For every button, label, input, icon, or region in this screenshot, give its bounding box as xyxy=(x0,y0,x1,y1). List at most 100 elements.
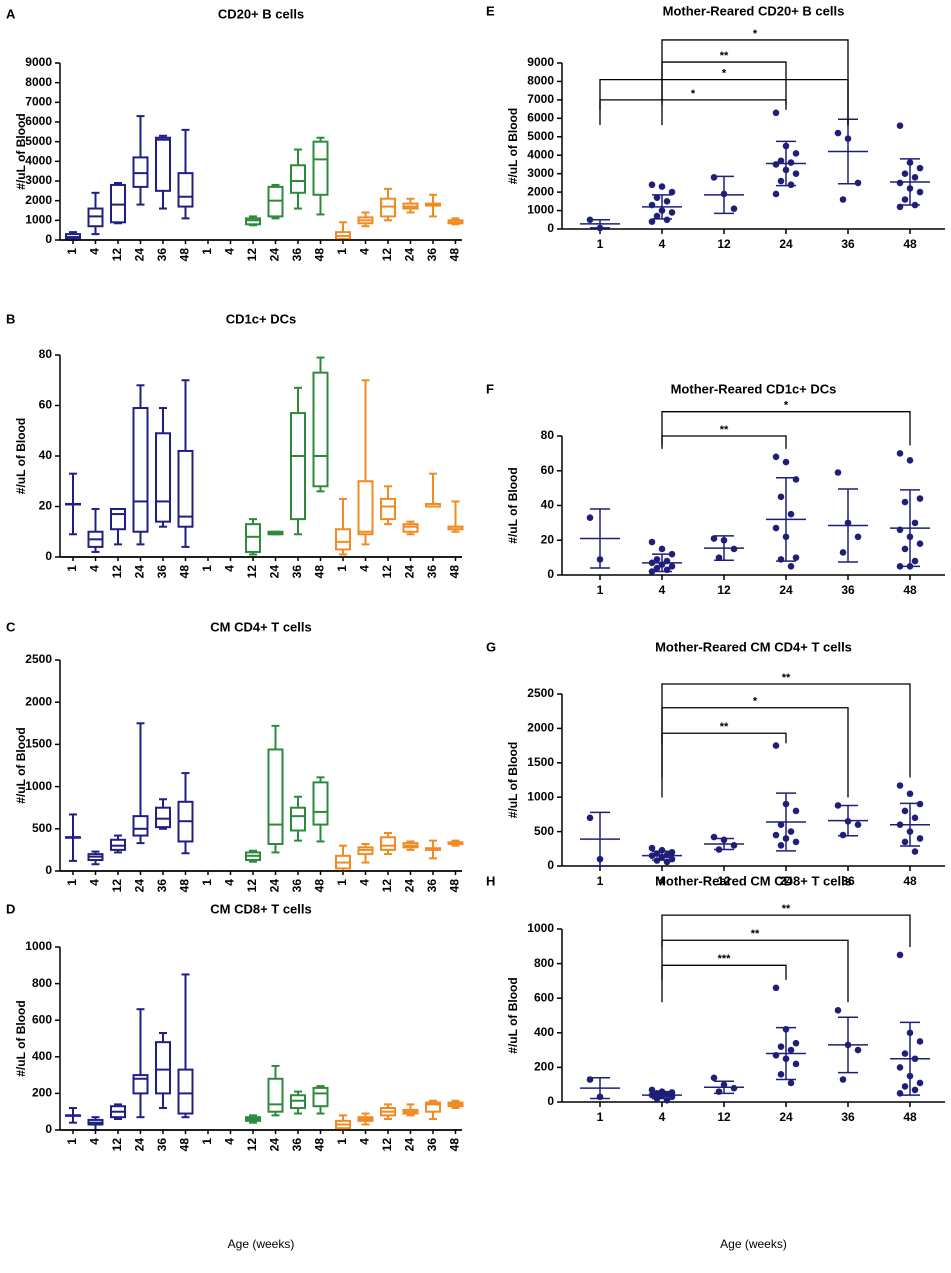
y-tick-label: 9000 xyxy=(25,55,52,69)
data-point xyxy=(787,159,795,166)
y-tick-label: 1500 xyxy=(25,737,52,751)
y-tick-label: 6000 xyxy=(527,111,554,125)
box xyxy=(312,1086,329,1108)
significance-bracket xyxy=(661,964,787,980)
data-point xyxy=(854,179,862,187)
y-tick-label: 500 xyxy=(32,821,52,835)
x-tick-label: 24 xyxy=(403,248,417,262)
data-point xyxy=(772,161,780,168)
data-point xyxy=(710,174,718,181)
data-point xyxy=(901,196,909,203)
chart-title: Mother-Reared CD20+ B cells xyxy=(663,3,845,18)
y-tick-label: 3000 xyxy=(25,173,52,187)
box xyxy=(312,140,329,196)
y-tick-label: 3000 xyxy=(527,166,554,180)
box xyxy=(132,815,149,837)
x-tick-label: 12 xyxy=(717,874,731,888)
significance-label: * xyxy=(691,88,696,100)
data-point xyxy=(730,205,738,213)
significance-label: ** xyxy=(720,424,729,436)
x-tick-label: 4 xyxy=(88,1138,102,1145)
data-point xyxy=(792,1060,800,1068)
data-point xyxy=(901,1083,909,1090)
x-axis-label: Age (weeks) xyxy=(720,1237,787,1251)
data-point xyxy=(648,538,656,546)
x-tick-label: 4 xyxy=(659,237,666,251)
y-tick-label: 1000 xyxy=(527,921,554,935)
x-tick-label: 24 xyxy=(779,237,793,251)
x-tick-label: 48 xyxy=(178,879,192,893)
data-point xyxy=(906,457,914,464)
data-point xyxy=(911,557,919,565)
y-tick-label: 2000 xyxy=(527,721,554,735)
x-tick-label: 24 xyxy=(268,565,282,579)
y-axis-label: #/uL of Blood xyxy=(14,727,28,803)
box xyxy=(245,523,261,553)
data-point xyxy=(896,782,904,789)
box xyxy=(155,806,171,829)
x-tick-label: 1 xyxy=(65,248,79,255)
data-point xyxy=(658,183,666,190)
y-tick-label: 20 xyxy=(39,499,53,513)
data-point xyxy=(854,1046,862,1054)
data-point xyxy=(730,1084,738,1092)
x-tick-label: 1 xyxy=(597,237,604,251)
box xyxy=(402,523,419,533)
data-point xyxy=(730,842,738,849)
x-tick-label: 4 xyxy=(358,879,372,886)
data-point xyxy=(787,510,795,518)
x-tick-label: 48 xyxy=(313,248,327,262)
x-tick-label: 4 xyxy=(358,565,372,572)
x-tick-label: 1 xyxy=(200,879,214,886)
x-tick-label: 1 xyxy=(597,874,604,888)
data-point xyxy=(854,821,862,829)
x-tick-label: 4 xyxy=(659,1110,666,1124)
data-point xyxy=(906,790,914,798)
y-tick-label: 40 xyxy=(39,448,53,462)
y-tick-label: 9000 xyxy=(527,55,554,69)
box xyxy=(155,432,171,523)
y-tick-label: 0 xyxy=(45,1122,52,1136)
y-tick-label: 400 xyxy=(534,1025,554,1039)
y-tick-label: 80 xyxy=(541,428,555,442)
y-tick-label: 1500 xyxy=(527,755,554,769)
x-tick-label: 1 xyxy=(65,1138,79,1145)
data-point xyxy=(916,164,924,172)
y-tick-label: 400 xyxy=(32,1049,52,1063)
data-point xyxy=(648,844,656,852)
data-point xyxy=(658,545,666,553)
data-point xyxy=(648,218,656,225)
x-tick-label: 12 xyxy=(717,583,731,597)
y-axis-label: #/uL of Blood xyxy=(14,113,28,189)
x-tick-label: 24 xyxy=(403,1138,417,1152)
x-tick-label: 24 xyxy=(403,565,417,579)
y-tick-label: 1000 xyxy=(25,213,52,227)
box xyxy=(177,1068,194,1115)
box xyxy=(290,806,306,832)
data-point xyxy=(901,170,909,177)
data-point xyxy=(586,514,594,521)
box xyxy=(312,371,329,488)
data-point xyxy=(772,831,780,839)
y-tick-label: 0 xyxy=(547,221,554,235)
x-tick-label: 36 xyxy=(155,879,169,893)
x-tick-label: 48 xyxy=(313,565,327,579)
box xyxy=(357,480,374,536)
x-tick-label: 24 xyxy=(133,879,147,893)
significance-bracket xyxy=(661,39,849,126)
y-axis-label: #/uL of Blood xyxy=(506,108,520,184)
data-point xyxy=(777,842,785,849)
y-tick-label: 7000 xyxy=(25,95,52,109)
x-tick-label: 36 xyxy=(155,248,169,262)
x-tick-label: 48 xyxy=(448,879,462,893)
x-tick-label: 48 xyxy=(178,248,192,262)
data-point xyxy=(663,198,671,205)
x-tick-label: 48 xyxy=(903,874,917,888)
chart-title: CD20+ B cells xyxy=(218,6,304,21)
x-tick-label: 4 xyxy=(223,248,237,255)
y-tick-label: 8000 xyxy=(25,75,52,89)
chart-title: Mother-Reared CM CD8+ T cells xyxy=(655,873,852,888)
x-tick-label: 4 xyxy=(88,565,102,572)
x-tick-label: 48 xyxy=(178,1138,192,1152)
data-point xyxy=(663,1090,671,1098)
